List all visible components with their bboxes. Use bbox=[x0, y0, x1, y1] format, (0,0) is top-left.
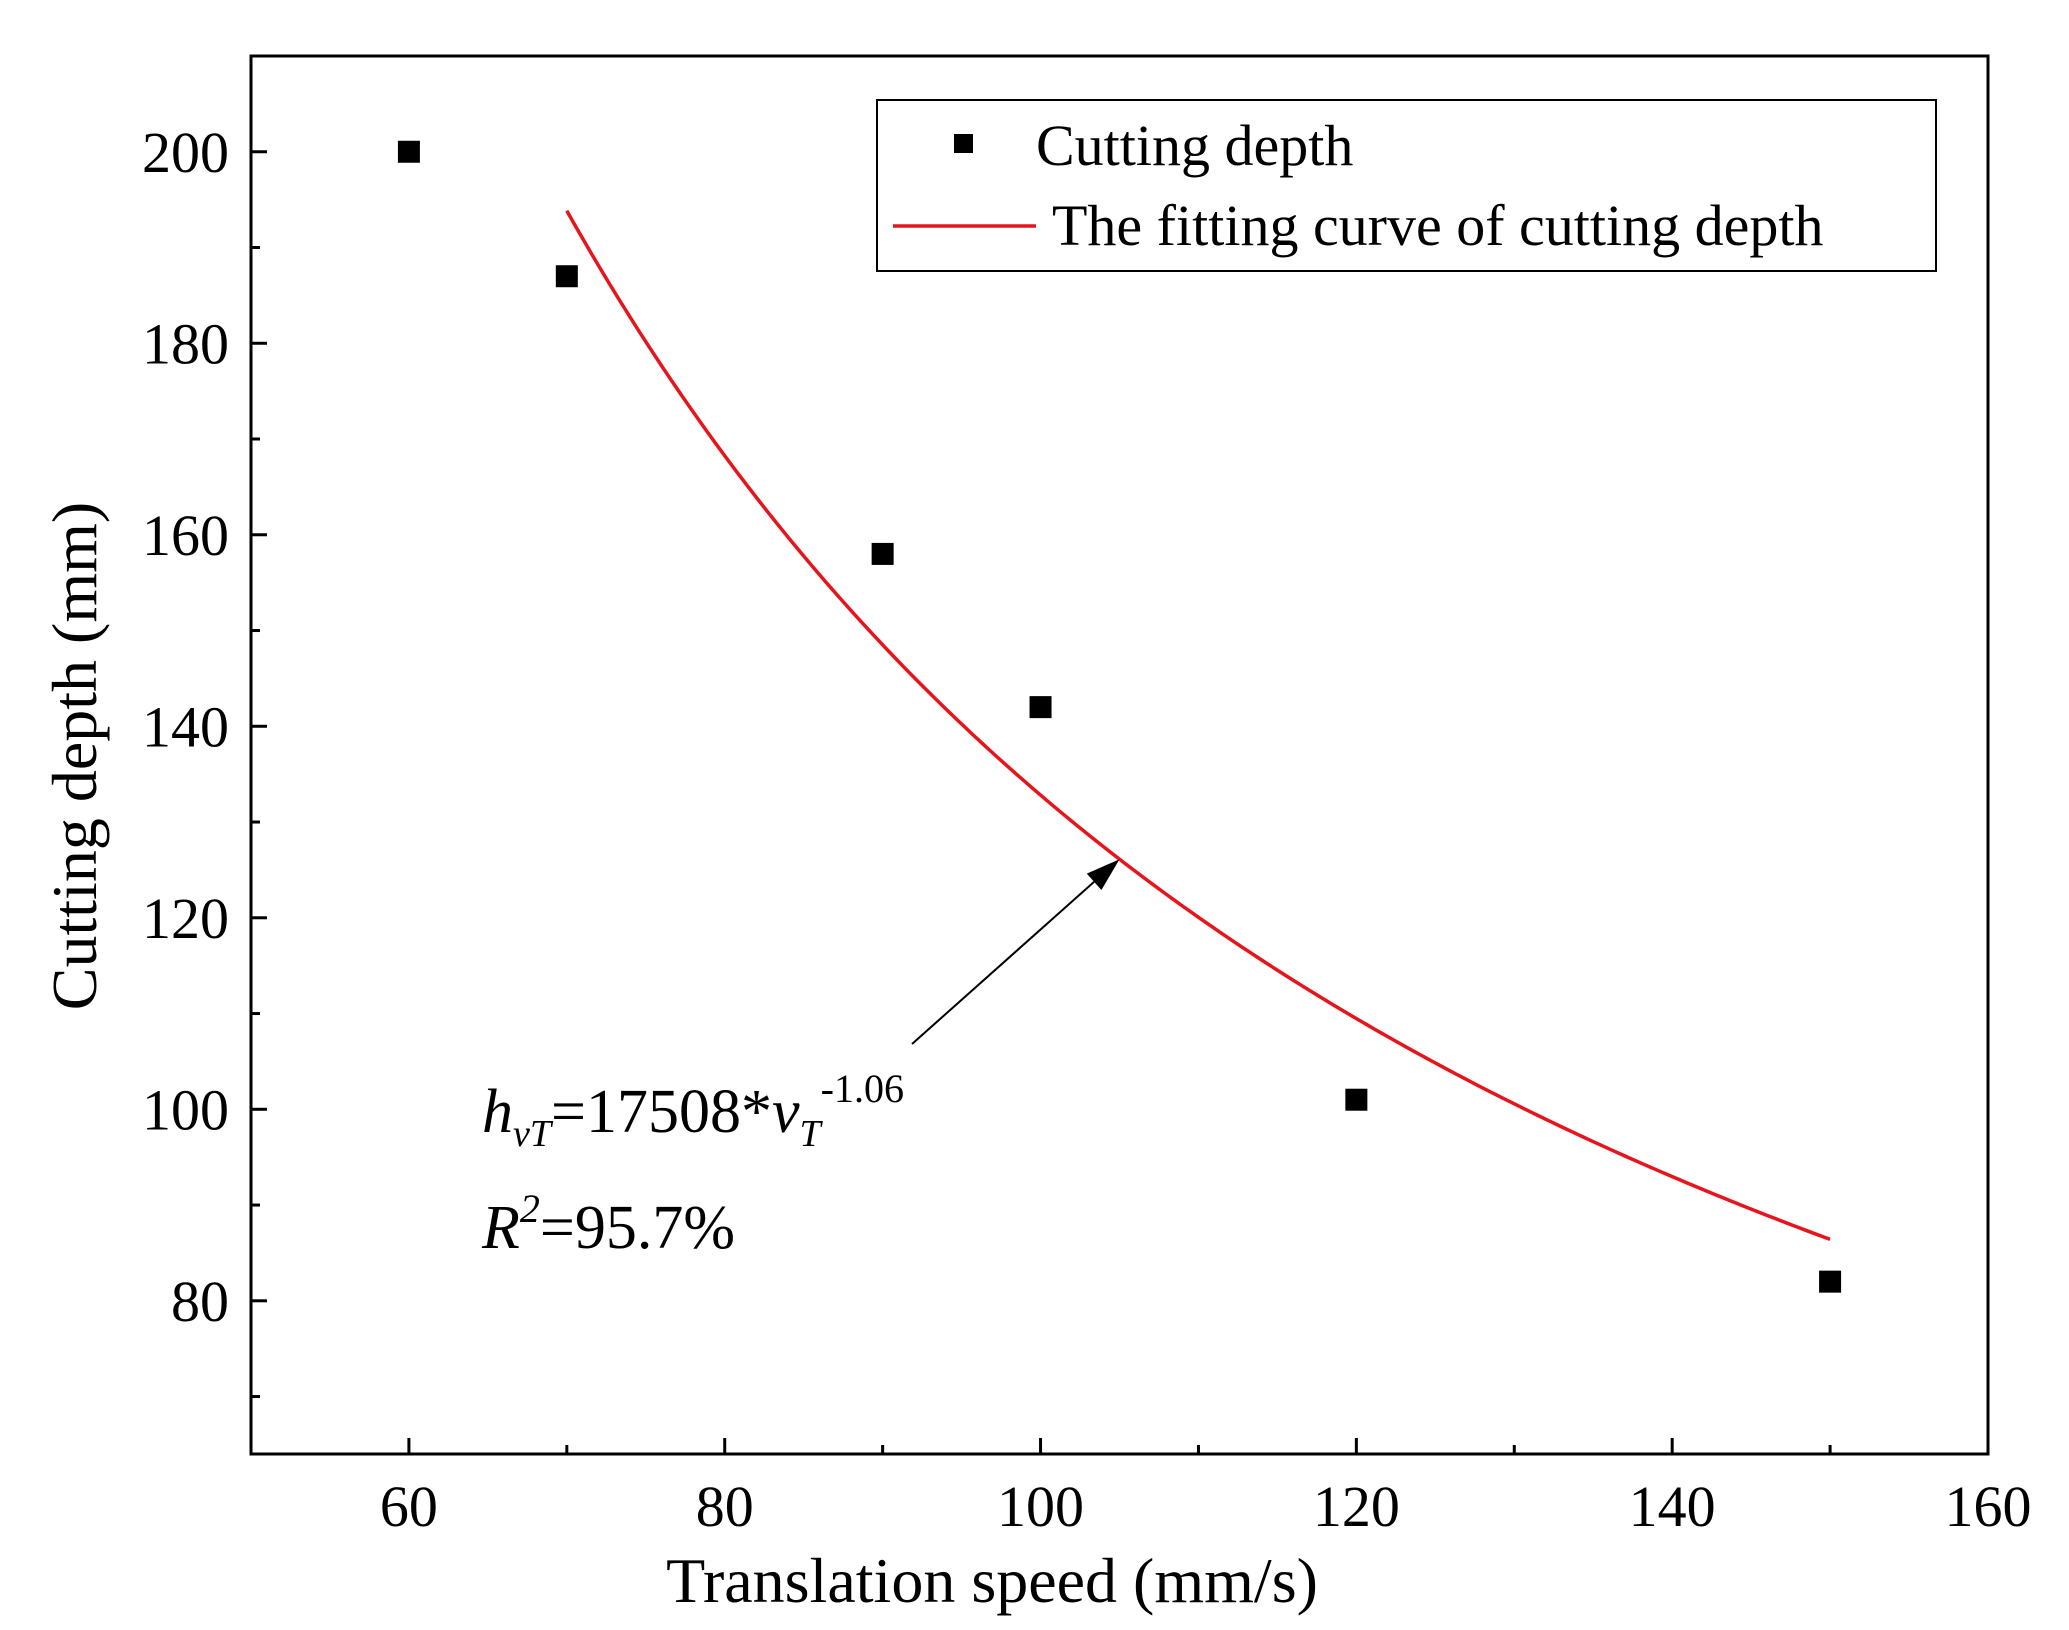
fitting-curve-line bbox=[565, 209, 1831, 1242]
fit-equation: hvT=17508*vT-1.06 bbox=[482, 1066, 904, 1155]
eq-v-sub: T bbox=[800, 1113, 824, 1155]
scatter-points bbox=[397, 140, 1842, 1293]
x-tick-label: 160 bbox=[1945, 1474, 2032, 1539]
data-point bbox=[1819, 1270, 1842, 1293]
x-tick-label: 120 bbox=[1313, 1474, 1400, 1539]
x-tick-label: 80 bbox=[696, 1474, 754, 1539]
y-tick-label: 160 bbox=[142, 503, 229, 568]
tick-labels-layer: 60 80 100 120 140 160 80 100 120 140 160 180 200 bbox=[142, 120, 2032, 1539]
eq-exponent: -1.06 bbox=[821, 1066, 904, 1111]
eq-v: v bbox=[772, 1078, 800, 1146]
plot-frame bbox=[249, 54, 1990, 1456]
data-point bbox=[871, 542, 894, 565]
eq-h-sub: vT bbox=[513, 1113, 554, 1155]
legend-label-curve: The fitting curve of cutting depth bbox=[1052, 193, 1824, 258]
data-point bbox=[397, 140, 420, 163]
x-tick-label: 100 bbox=[997, 1474, 1084, 1539]
x-tick-label: 60 bbox=[380, 1474, 438, 1539]
arrow-head bbox=[1086, 859, 1120, 891]
legend-label-points: Cutting depth bbox=[1036, 113, 1353, 178]
legend-box bbox=[876, 99, 1937, 272]
r-base: R bbox=[481, 1194, 520, 1262]
legend: Cutting depth The fitting curve of cutti… bbox=[876, 99, 1937, 272]
y-tick-label: 140 bbox=[142, 694, 229, 759]
y-axis-title: Cutting depth (mm) bbox=[39, 502, 110, 1010]
legend-marker-square bbox=[954, 134, 973, 153]
y-tick-label: 80 bbox=[171, 1269, 229, 1334]
data-point bbox=[1345, 1088, 1368, 1111]
y-tick-label: 200 bbox=[142, 120, 229, 185]
eq-h: h bbox=[482, 1078, 513, 1146]
r-squared: R2=95.7% bbox=[481, 1186, 735, 1262]
y-tick-label: 100 bbox=[142, 1077, 229, 1142]
eq-middle: =17508* bbox=[551, 1078, 772, 1146]
x-tick-label: 140 bbox=[1629, 1474, 1716, 1539]
data-point bbox=[1029, 696, 1052, 719]
r-exponent: 2 bbox=[520, 1186, 540, 1231]
data-point bbox=[555, 265, 578, 288]
annotation-arrow bbox=[911, 859, 1120, 1045]
r-value: =95.7% bbox=[540, 1194, 735, 1262]
ticks-layer bbox=[251, 150, 1990, 1454]
y-tick-label: 120 bbox=[142, 886, 229, 951]
arrow-shaft bbox=[911, 881, 1095, 1045]
x-axis-title: Translation speed (mm/s) bbox=[666, 1545, 1318, 1616]
y-tick-label: 180 bbox=[142, 311, 229, 376]
